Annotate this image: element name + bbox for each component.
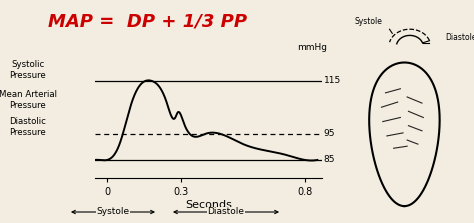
Text: 115: 115 bbox=[324, 76, 341, 85]
Text: Mean Arterial
Pressure: Mean Arterial Pressure bbox=[0, 90, 57, 110]
Text: 95: 95 bbox=[324, 129, 335, 138]
Text: 85: 85 bbox=[324, 155, 335, 164]
Text: mmHg: mmHg bbox=[297, 43, 327, 52]
Text: Diastole: Diastole bbox=[208, 207, 245, 217]
Text: Systole: Systole bbox=[96, 207, 129, 217]
X-axis label: Seconds: Seconds bbox=[185, 200, 232, 210]
Text: MAP =  DP + 1/3 PP: MAP = DP + 1/3 PP bbox=[48, 12, 247, 30]
Text: Systole: Systole bbox=[354, 17, 382, 26]
Text: Systolic
Pressure: Systolic Pressure bbox=[9, 60, 46, 80]
Text: Diastole: Diastole bbox=[445, 33, 474, 42]
Text: Diastolic
Pressure: Diastolic Pressure bbox=[9, 117, 46, 137]
